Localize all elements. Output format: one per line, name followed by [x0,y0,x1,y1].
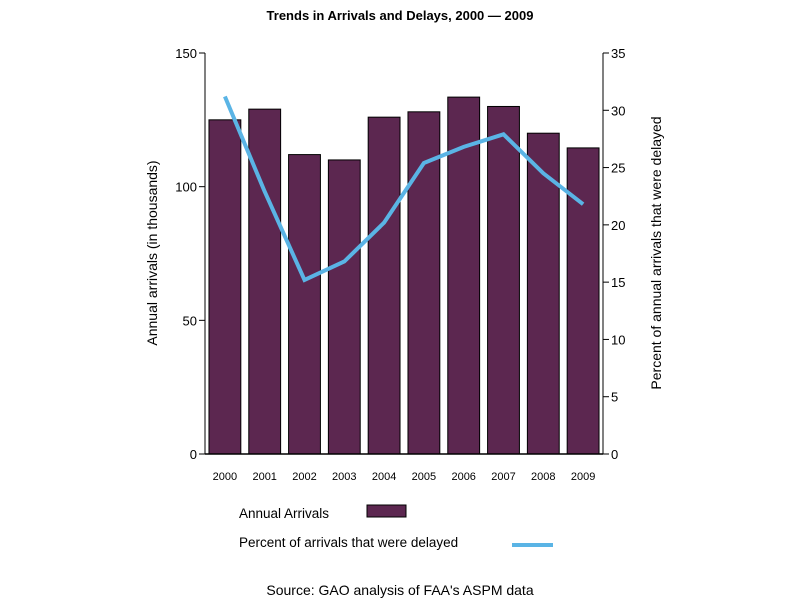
bar-2008 [526,132,560,455]
bar-series [208,96,600,455]
y-right-tick-label: 5 [611,390,618,405]
bar-2004 [367,116,401,455]
bar-2002 [288,154,321,455]
y-axis-left-label: Annual arrivals (in thousands) [144,160,160,345]
y-right-tick-label: 0 [611,447,618,462]
legend-swatch-arrivals [366,504,407,518]
bar-2000 [208,119,242,455]
y-left-tick-label: 150 [175,46,197,61]
y-left-tick-label: 50 [183,313,197,328]
y-right-tick-label: 35 [611,46,625,61]
y-right-tick-label: 25 [611,161,625,176]
y-axis-left-ticks: 0 50 100 150 [175,46,205,462]
bar-2006 [447,96,481,455]
x-tick-label: 2005 [412,471,436,483]
source-note: Source: GAO analysis of FAA's ASPM data [266,582,533,598]
x-axis-ticks: 2000 2001 2002 2003 2004 2005 2006 2007 2008 2009 [213,471,596,483]
x-tick-label: 2006 [451,471,475,483]
bar-2003 [327,159,361,455]
x-tick-label: 2000 [213,471,237,483]
bar-2007 [487,105,520,455]
x-tick-label: 2009 [571,471,595,483]
x-tick-label: 2003 [332,471,356,483]
chart-title: Trends in Arrivals and Delays, 2000 — 20… [267,8,534,23]
y-left-tick-label: 0 [190,447,197,462]
y-left-tick-label: 100 [175,180,197,195]
y-right-tick-label: 30 [611,103,625,118]
line-series [223,95,585,283]
x-tick-label: 2002 [292,471,316,483]
x-tick-label: 2007 [491,471,515,483]
x-tick-label: 2008 [531,471,555,483]
delay-line [223,95,585,283]
y-axis-right-ticks: 0 5 10 15 20 25 30 35 [603,46,625,462]
y-right-tick-label: 20 [611,218,625,233]
x-tick-label: 2004 [372,471,396,483]
x-tick-label: 2001 [252,471,276,483]
y-axis-right-label: Percent of annual arrivals that were del… [648,116,664,389]
y-right-tick-label: 10 [611,332,625,347]
legend-label-arrivals: Annual Arrivals [239,506,329,521]
legend: Annual Arrivals Percent of arrivals that… [239,504,553,550]
axes [204,53,604,455]
y-right-tick-label: 15 [611,275,625,290]
legend-label-delays: Percent of arrivals that were delayed [239,535,458,550]
bar-2005 [407,111,441,455]
